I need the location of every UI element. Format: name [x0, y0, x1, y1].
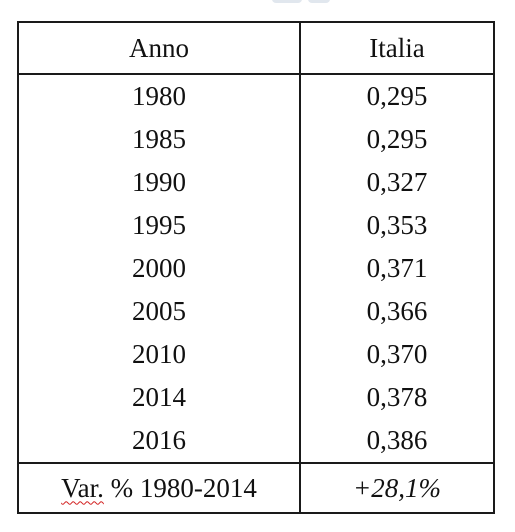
year-cell: 2014 — [18, 375, 301, 419]
variation-value: +28,1% — [300, 462, 494, 513]
table-row: 2010 0,370 — [18, 332, 494, 376]
variation-label-rest: % 1980-2014 — [103, 472, 257, 503]
header-row: Anno Italia — [18, 22, 494, 75]
table-row: 1995 0,353 — [18, 203, 494, 247]
value-cell: 0,353 — [366, 209, 428, 240]
value-cell: 0,295 — [366, 124, 428, 154]
value-cell: 0,378 — [366, 381, 428, 412]
table-row: 1980 0,295 — [18, 74, 494, 119]
table-row: 2014 0,378 — [18, 375, 494, 419]
cropped-title-glyph — [308, 0, 330, 3]
table-header: Anno Italia — [18, 22, 494, 75]
table-body: 1980 0,295 1985 0,295 1990 0,327 1995 0,… — [18, 74, 494, 463]
year-cell: 1995 — [18, 203, 301, 247]
year-cell: 1980 — [18, 74, 301, 119]
data-table: Anno Italia 1980 0,295 1985 0,295 1990 0… — [17, 21, 495, 514]
value-cell: 0,386 — [366, 424, 428, 455]
year-cell: 2016 — [18, 418, 301, 463]
table-row: 1985 0,295 — [18, 118, 494, 161]
table-row: 1990 0,327 — [18, 161, 494, 204]
value-cell: 0,366 — [366, 295, 428, 326]
header-italia: Italia — [300, 22, 494, 75]
year-cell: 1985 — [18, 118, 301, 161]
header-anno: Anno — [18, 22, 301, 75]
year-cell: 2005 — [18, 289, 301, 333]
variation-row: Var. % 1980-2014 +28,1% — [18, 462, 494, 513]
value-cell: 0,371 — [366, 252, 428, 283]
value-cell: 0,370 — [366, 338, 428, 369]
variation-label: Var. % 1980-2014 — [18, 462, 301, 513]
cropped-title-fragment — [272, 0, 352, 8]
table-row: 2000 0,371 — [18, 246, 494, 290]
variation-label-abbr: Var. — [61, 472, 104, 503]
value-cell: 0,295 — [366, 81, 428, 111]
cropped-title-glyph — [272, 0, 302, 3]
table-row: 2005 0,366 — [18, 289, 494, 333]
year-cell: 2000 — [18, 246, 301, 290]
year-cell: 1990 — [18, 161, 301, 204]
value-cell: 0,327 — [366, 166, 428, 197]
year-cell: 2010 — [18, 332, 301, 376]
table-row: 2016 0,386 — [18, 418, 494, 463]
table-footer: Var. % 1980-2014 +28,1% — [18, 462, 494, 513]
